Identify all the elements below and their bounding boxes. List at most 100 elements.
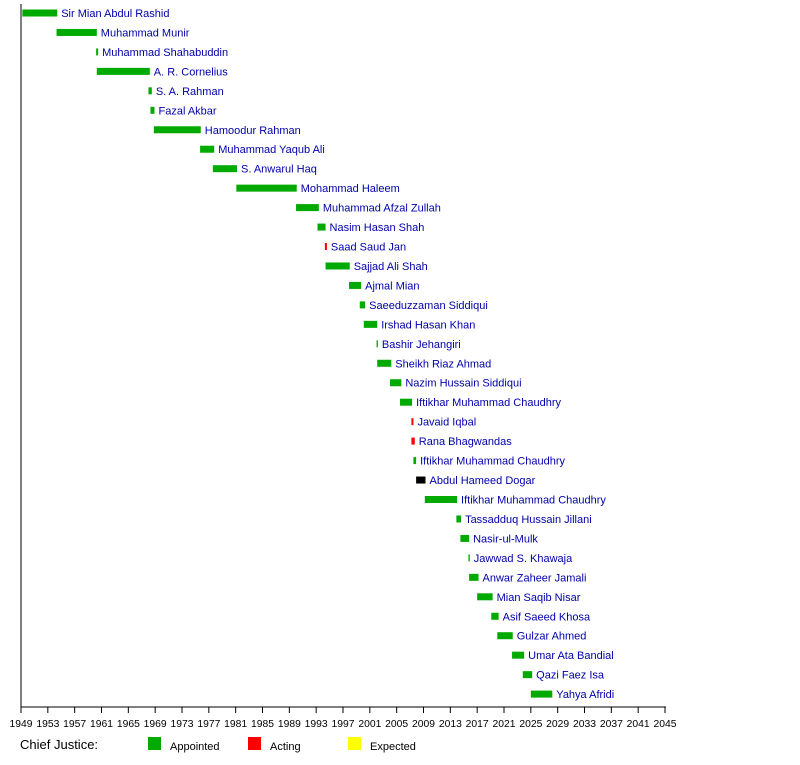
legend-item: Expected xyxy=(348,737,416,753)
justice-label[interactable]: S. Anwarul Haq xyxy=(241,164,317,176)
tenure-bar xyxy=(56,28,97,36)
tenure-bar xyxy=(376,340,378,348)
justice-label[interactable]: Sir Mian Abdul Rashid xyxy=(61,8,169,20)
legend-item: Appointed xyxy=(148,737,220,753)
justice-label[interactable]: Bashir Jehangiri xyxy=(382,339,461,351)
justice-label[interactable]: Hamoodur Rahman xyxy=(205,125,301,137)
timeline-row: Nazim Hussain Siddiqui xyxy=(389,378,522,390)
tenure-bar xyxy=(416,476,426,484)
timeline-row: Jawwad S. Khawaja xyxy=(468,553,573,565)
justice-label[interactable]: Irshad Hasan Khan xyxy=(381,319,475,331)
tenure-bar xyxy=(468,554,470,562)
legend-label: Expected xyxy=(370,741,416,753)
x-tick-label: 1985 xyxy=(251,719,274,730)
justice-label[interactable]: Nasim Hasan Shah xyxy=(330,222,425,234)
justice-label[interactable]: Yahya Afridi xyxy=(556,689,614,701)
justice-label[interactable]: A. R. Cornelius xyxy=(154,66,228,78)
justice-label[interactable]: Mian Saqib Nisar xyxy=(497,592,581,604)
timeline-row: Qazi Faez Isa xyxy=(522,670,605,682)
justice-label[interactable]: Mohammad Haleem xyxy=(301,183,400,195)
tenure-bar xyxy=(363,320,378,328)
tenure-bar xyxy=(456,515,462,523)
tenure-bar xyxy=(359,301,366,309)
timeline-row: Sir Mian Abdul Rashid xyxy=(22,8,169,20)
bars-group: Sir Mian Abdul Rashid Muhammad Munir Muham… xyxy=(22,8,614,701)
justice-label[interactable]: Muhammad Munir xyxy=(101,27,190,39)
tenure-bar xyxy=(424,496,458,503)
tenure-bar xyxy=(153,126,201,134)
timeline-row: Muhammad Afzal Zullah xyxy=(296,203,441,215)
justice-label[interactable]: Rana Bhagwandas xyxy=(419,436,512,448)
justice-label[interactable]: Anwar Zaheer Jamali xyxy=(483,572,587,584)
timeline-row: Hamoodur Rahman xyxy=(153,125,301,137)
timeline-row: Iftikhar Muhammad Chaudhry xyxy=(413,456,566,468)
timeline-row: Sajjad Ali Shah xyxy=(325,261,428,273)
justice-label[interactable]: Iftikhar Muhammad Chaudhry xyxy=(416,397,561,409)
tenure-bar xyxy=(411,418,414,426)
timeline-row: Anwar Zaheer Jamali xyxy=(469,572,586,584)
tenure-bar xyxy=(148,87,152,95)
tenure-bar xyxy=(377,359,392,367)
justice-label[interactable]: Javaid Iqbal xyxy=(417,417,476,429)
x-tick-label: 1997 xyxy=(332,719,355,730)
x-tick-label: 1969 xyxy=(144,719,167,730)
timeline-row: Mohammad Haleem xyxy=(236,183,400,195)
tenure-bar xyxy=(96,48,99,56)
tenure-bar xyxy=(497,632,513,640)
timeline-row: Umar Ata Bandial xyxy=(512,650,614,662)
justice-label[interactable]: Qazi Faez Isa xyxy=(536,670,605,682)
timeline-row: Iftikhar Muhammad Chaudhry xyxy=(400,397,561,409)
justice-label[interactable]: Ajmal Mian xyxy=(365,280,419,292)
justice-label[interactable]: Iftikhar Muhammad Chaudhry xyxy=(461,495,606,507)
justice-label[interactable]: Nasir-ul-Mulk xyxy=(473,533,538,545)
justice-label[interactable]: Muhammad Shahabuddin xyxy=(102,47,228,59)
x-tick-label: 2005 xyxy=(385,719,408,730)
justice-label[interactable]: Umar Ata Bandial xyxy=(528,650,614,662)
justice-label[interactable]: Muhammad Afzal Zullah xyxy=(323,203,441,215)
justice-label[interactable]: Gulzar Ahmed xyxy=(517,631,587,643)
tenure-bar xyxy=(512,651,525,659)
justice-label[interactable]: Saad Saud Jan xyxy=(331,242,406,254)
legend-swatch xyxy=(348,737,361,750)
justice-label[interactable]: Fazal Akbar xyxy=(158,105,216,117)
legend-title: Chief Justice: xyxy=(20,737,98,752)
justice-label[interactable]: Sheikh Riaz Ahmad xyxy=(395,358,491,370)
timeline-row: Javaid Iqbal xyxy=(411,417,476,429)
tenure-bar xyxy=(522,671,533,679)
x-tick-label: 1949 xyxy=(10,719,33,730)
tenure-bar xyxy=(325,262,350,270)
legend-label: Appointed xyxy=(170,741,220,753)
timeline-row: Abdul Hameed Dogar xyxy=(416,475,536,487)
justice-label[interactable]: Nazim Hussain Siddiqui xyxy=(405,378,521,390)
justice-label[interactable]: Asif Saeed Khosa xyxy=(503,611,591,623)
tenure-bar xyxy=(296,204,319,212)
tenure-bar xyxy=(96,67,150,75)
legend-swatch xyxy=(248,737,261,750)
x-tick-label: 1953 xyxy=(36,719,59,730)
timeline-row: Fazal Akbar xyxy=(150,105,217,117)
justice-label[interactable]: Sajjad Ali Shah xyxy=(354,261,428,273)
tenure-bar xyxy=(212,165,238,173)
tenure-bar xyxy=(150,106,155,114)
legend-label: Acting xyxy=(270,741,301,753)
timeline-row: Gulzar Ahmed xyxy=(497,631,586,643)
timeline-row: Sheikh Riaz Ahmad xyxy=(377,358,491,370)
justice-label[interactable]: Abdul Hameed Dogar xyxy=(430,475,536,487)
legend-swatch xyxy=(148,737,161,750)
justice-label[interactable]: Saeeduzzaman Siddiqui xyxy=(369,300,488,312)
tenure-bar xyxy=(317,223,326,231)
justice-label[interactable]: Muhammad Yaqub Ali xyxy=(218,144,325,156)
justice-label[interactable]: Iftikhar Muhammad Chaudhry xyxy=(420,456,565,468)
justice-label[interactable]: Jawwad S. Khawaja xyxy=(474,553,573,565)
tenure-bar xyxy=(236,184,297,192)
x-tick-label: 2017 xyxy=(466,719,489,730)
justice-label[interactable]: S. A. Rahman xyxy=(156,86,224,98)
timeline-row: Saeeduzzaman Siddiqui xyxy=(359,300,488,312)
x-tick-label: 2041 xyxy=(627,719,650,730)
justice-label[interactable]: Tassadduq Hussain Jillani xyxy=(465,514,592,526)
timeline-row: Tassadduq Hussain Jillani xyxy=(456,514,592,526)
tenure-bar xyxy=(530,690,553,698)
tenure-bar xyxy=(200,145,215,153)
x-tick-label: 1981 xyxy=(224,719,247,730)
